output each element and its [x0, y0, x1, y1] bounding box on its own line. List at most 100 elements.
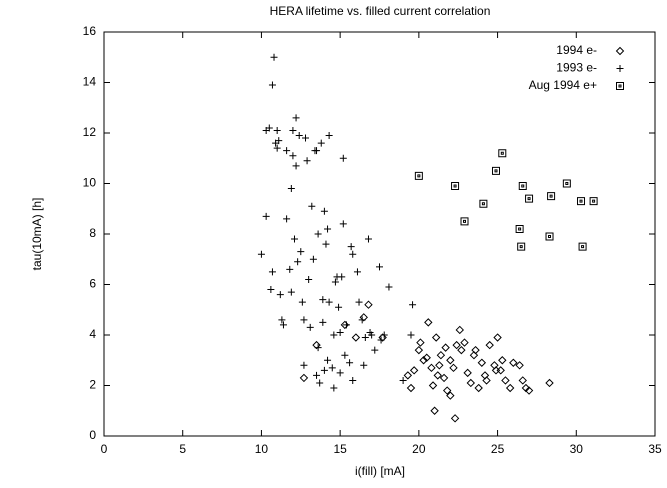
y-axis-label: tau(10mA) [h]: [30, 198, 44, 271]
point: [451, 182, 460, 191]
point: [547, 192, 556, 201]
point: [276, 291, 284, 299]
point: [422, 353, 431, 362]
point: [463, 368, 472, 378]
point: [320, 366, 328, 374]
point: [286, 265, 294, 273]
point: [371, 346, 379, 354]
point: [351, 333, 361, 342]
point: [313, 371, 321, 379]
point: [419, 356, 428, 365]
point: [283, 215, 291, 223]
point: [270, 53, 278, 61]
point: [545, 232, 554, 241]
point: [265, 124, 273, 132]
point: [431, 333, 441, 342]
point: [385, 283, 393, 291]
point: [275, 137, 283, 145]
point: [320, 207, 328, 215]
y-tick-label: 2: [89, 378, 96, 392]
x-axis-label: i(fill) [mA]: [355, 464, 405, 478]
point: [283, 147, 291, 155]
point: [515, 361, 524, 370]
point: [491, 166, 500, 175]
point: [262, 212, 270, 220]
point: [341, 351, 349, 359]
point: [515, 224, 524, 233]
point: [518, 182, 527, 191]
point: [485, 340, 494, 350]
point: [377, 336, 385, 344]
point: [322, 240, 330, 248]
point: [407, 331, 415, 339]
point: [416, 338, 425, 347]
point: [305, 275, 313, 283]
point: [414, 345, 424, 355]
point: [493, 333, 502, 342]
point: [324, 356, 332, 364]
point: [268, 81, 276, 89]
point: [279, 321, 287, 329]
point: [338, 273, 346, 281]
point: [289, 126, 297, 134]
point: [364, 235, 372, 243]
point: [430, 406, 439, 415]
legend-marker: [616, 82, 624, 90]
y-tick-label: 12: [83, 125, 97, 139]
point: [446, 391, 455, 400]
point: [347, 243, 355, 251]
point: [455, 325, 464, 335]
point: [505, 383, 515, 393]
point: [498, 149, 507, 158]
point: [361, 334, 369, 342]
point: [294, 258, 302, 266]
x-tick-label: 35: [648, 442, 662, 456]
point: [403, 371, 413, 380]
x-tick-label: 20: [412, 442, 426, 456]
x-tick-label: 10: [255, 442, 269, 456]
point: [268, 268, 276, 276]
point: [297, 248, 305, 256]
point: [299, 373, 309, 383]
y-tick-label: 4: [89, 327, 96, 341]
point: [330, 384, 338, 392]
point: [474, 383, 483, 393]
point: [342, 321, 350, 329]
point: [471, 345, 480, 355]
point: [340, 320, 350, 330]
legend-marker: [616, 65, 624, 72]
point: [460, 338, 469, 347]
point: [339, 154, 347, 162]
x-tick-label: 30: [570, 442, 584, 456]
legend-marker: [615, 46, 625, 56]
legend-label: 1994 e-: [556, 43, 597, 57]
point: [501, 376, 510, 385]
point: [439, 373, 449, 383]
point: [376, 263, 383, 271]
point: [457, 345, 466, 355]
point: [314, 230, 322, 238]
point: [427, 363, 436, 373]
point: [319, 318, 327, 326]
point: [466, 378, 476, 388]
point: [509, 358, 518, 367]
point: [517, 242, 526, 251]
point: [316, 379, 324, 387]
point: [292, 162, 300, 170]
y-tick-label: 0: [89, 428, 96, 442]
point: [518, 376, 527, 385]
point: [441, 343, 450, 352]
point: [469, 350, 479, 360]
point: [328, 364, 336, 372]
point: [452, 340, 461, 350]
point: [331, 278, 339, 286]
point: [306, 323, 314, 331]
point: [319, 296, 327, 304]
y-tick-label: 16: [83, 24, 97, 38]
point: [300, 361, 308, 369]
x-tick-label: 15: [333, 442, 347, 456]
point: [409, 301, 417, 309]
point: [287, 185, 295, 193]
point: [290, 235, 298, 243]
